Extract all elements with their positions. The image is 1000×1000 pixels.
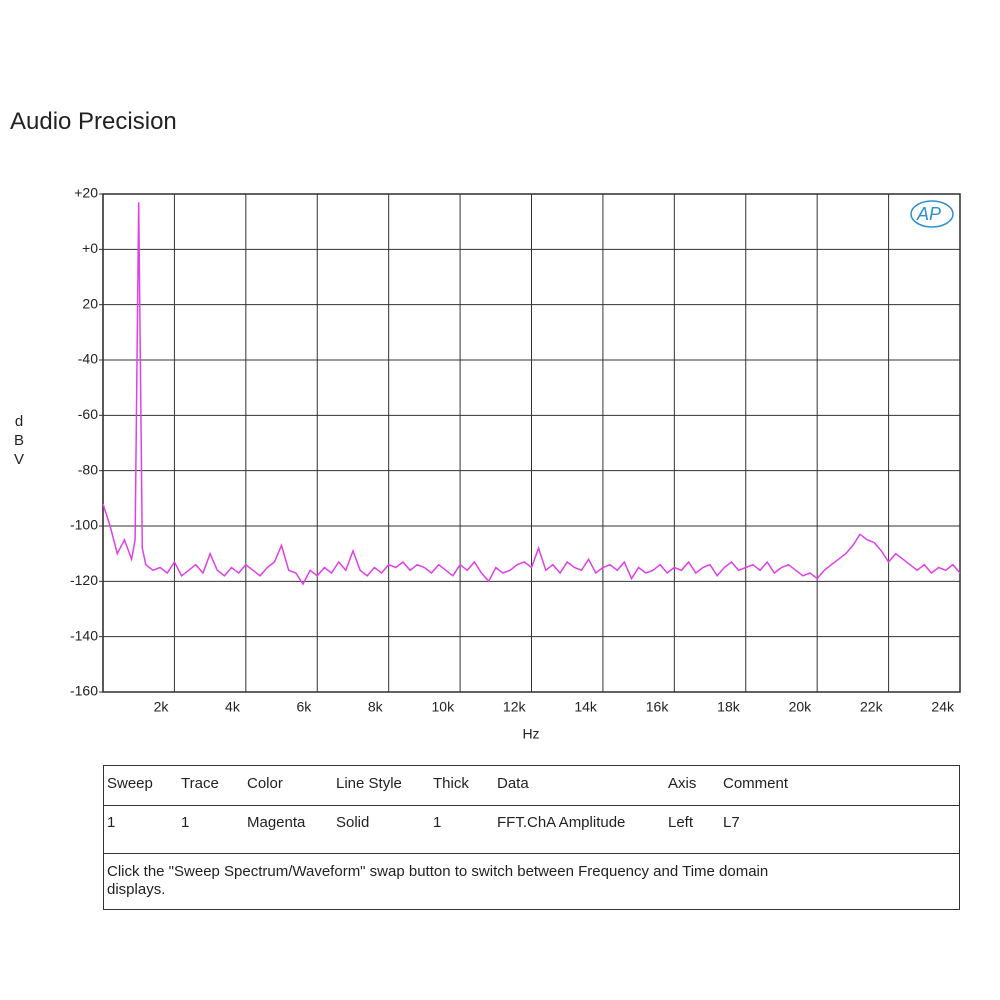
table-cell: 1 [181,814,190,831]
x-tick-label: 8k [368,699,384,715]
table-cell: L7 [723,814,740,831]
row-divider [104,805,959,806]
y-tick-label: -80 [78,461,98,477]
logo-ring [910,200,954,228]
x-tick-label: 12k [503,699,527,715]
table-header: Trace [181,775,219,792]
y-tick-label: -60 [78,406,98,422]
y-axis-label: dBV [14,413,25,468]
y-tick-label: +20 [74,185,98,201]
x-tick-label: 24k [931,699,955,715]
table-note: Click the "Sweep Spectrum/Waveform" swap… [107,863,769,898]
table-header: Sweep [107,775,153,792]
row-divider [104,853,959,854]
x-axis-label: Hz [522,726,539,742]
y-tick-label: -160 [70,683,98,699]
y-tick-label: 20 [82,295,98,311]
table-cell: 1 [433,814,442,831]
y-tick-label: +0 [82,240,98,256]
x-tick-label: 18k [717,699,741,715]
table-header: Color [247,775,283,792]
x-tick-label: 4k [225,699,241,715]
table-header: Thick [433,775,469,792]
table-cell: Solid [336,814,370,831]
x-tick-label: 14k [574,699,598,715]
x-tick-label: 16k [646,699,670,715]
y-tick-label: -40 [78,351,98,367]
table-cell: FFT.ChA Amplitude [497,814,626,831]
table-cell: 1 [107,814,116,831]
legend-table [103,765,960,910]
y-tick-label: -120 [70,572,98,588]
app-title: Audio Precision [10,108,177,135]
logo: AP [916,204,941,224]
x-tick-label: 10k [432,699,456,715]
y-tick-label: -140 [70,627,98,643]
table-header: Line Style [336,775,402,792]
x-tick-label: 6k [296,699,312,715]
fft-trace [102,202,961,586]
chart: AP Hz +20 +0 20 -40 -60 -80 -100 -120 -140 -160 2k… [70,185,961,742]
table-cell: Left [668,814,694,831]
table-header: Data [497,775,529,792]
y-tick-label: -100 [70,517,98,533]
x-tick-label: 20k [789,699,813,715]
table-header: Axis [668,775,697,792]
x-tick-label: 2k [154,699,170,715]
table-header: Comment [723,775,789,792]
table-cell: Magenta [247,814,306,831]
x-tick-label: 22k [860,699,884,715]
